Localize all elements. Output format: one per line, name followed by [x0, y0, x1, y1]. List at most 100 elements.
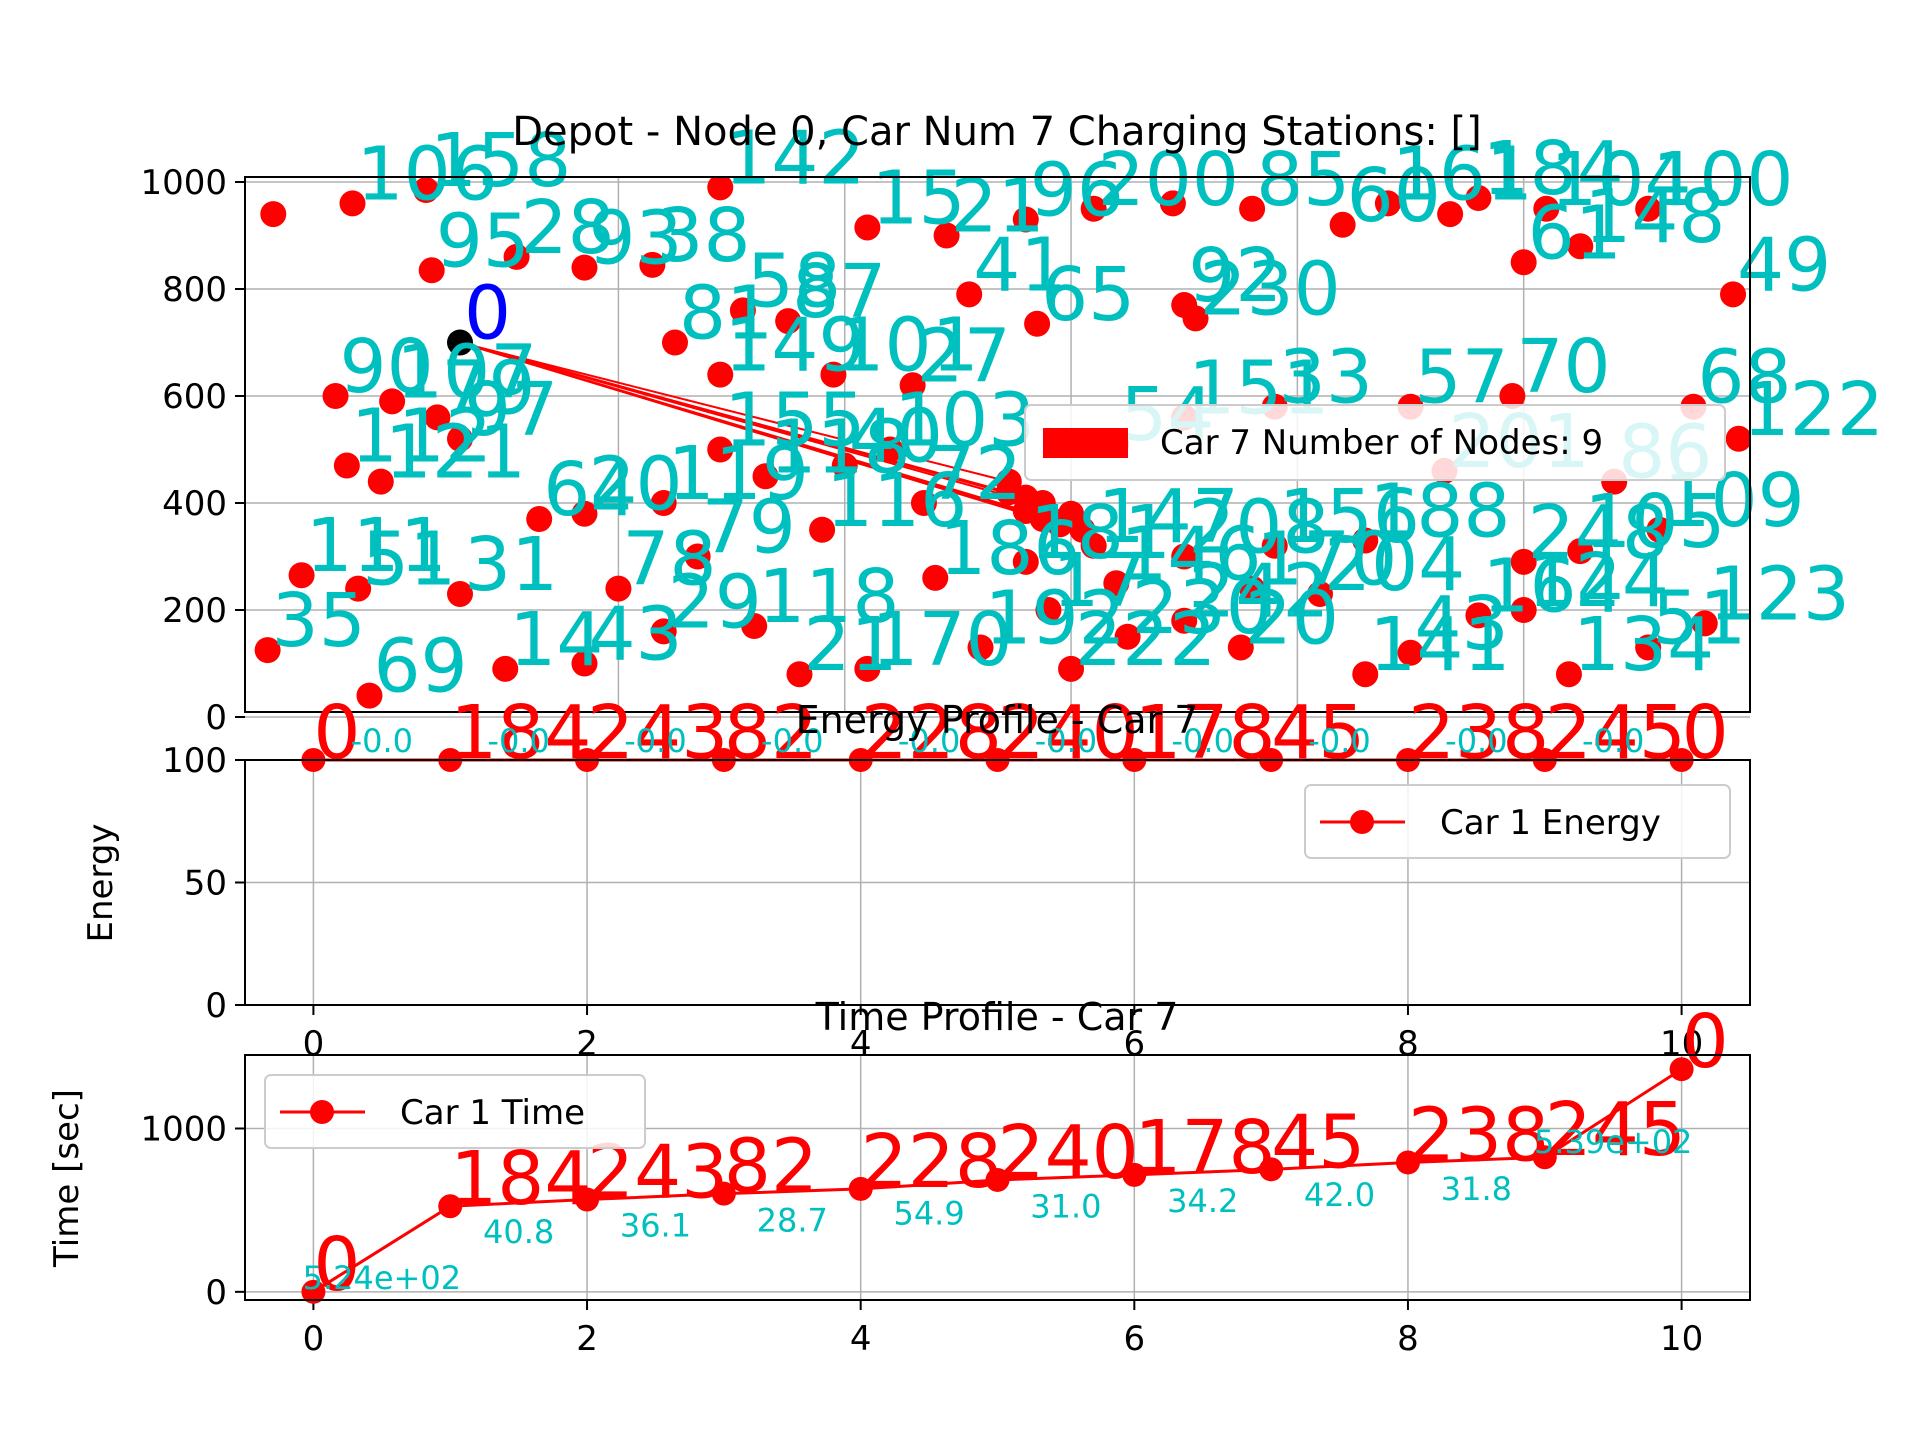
node-label: 158: [430, 118, 571, 204]
p3-x-tick-label: 4: [850, 1319, 872, 1359]
node-label: 20: [1245, 575, 1339, 661]
node-marker: [447, 425, 473, 452]
p3-node-label: 0: [313, 1222, 360, 1308]
node-marker: [1635, 195, 1662, 222]
node-label: 170: [1256, 517, 1397, 603]
time-legend-marker: [310, 1100, 334, 1124]
node-label: 242: [1188, 549, 1329, 635]
node-label: 92: [1188, 233, 1282, 319]
node-marker: [1080, 195, 1107, 222]
node-label: 161: [1392, 131, 1533, 217]
p3-segment-label: 31.0: [1030, 1187, 1101, 1225]
node-marker: [1465, 602, 1492, 629]
node-label: 85: [1256, 137, 1350, 223]
map-y-ticks: 0 200 400 600 800 1000: [140, 163, 245, 738]
node-marker: [639, 251, 666, 278]
node-label: 28: [521, 185, 615, 271]
p2-segment-label: -0.0: [351, 722, 413, 760]
node-label: 204: [1324, 522, 1465, 608]
p2-segment-label: -0.0: [1172, 722, 1234, 760]
node-marker: [1725, 425, 1750, 452]
node-marker: [571, 650, 598, 677]
node-label: 43: [1415, 581, 1509, 667]
node-label: 96: [1030, 147, 1124, 233]
node-marker: [809, 516, 836, 543]
node-label: 147: [1098, 474, 1239, 560]
node-marker: [1499, 383, 1526, 409]
p3-point: [1122, 1162, 1147, 1187]
node-label: 69: [373, 624, 467, 710]
node-marker: [1239, 195, 1266, 222]
map-y-tick-label: 400: [162, 484, 227, 524]
p3-point: [848, 1176, 873, 1201]
node-marker: [1567, 538, 1594, 565]
p2-node-label: 178: [1134, 690, 1275, 776]
map-title: Depot - Node 0, Car Num 7 Charging Stati…: [512, 109, 1481, 155]
node-label: 104: [1550, 137, 1691, 223]
p3-point: [1669, 1057, 1694, 1082]
node-marker: [1012, 548, 1039, 575]
p3-segment-label: 28.7: [757, 1201, 828, 1239]
depot-marker: [447, 329, 473, 356]
p3-point: [575, 1187, 600, 1212]
node-marker: [1239, 575, 1266, 602]
node-marker: [1533, 195, 1560, 222]
node-marker: [526, 506, 553, 533]
time-axes-frame: [244, 1054, 1751, 1301]
node-marker: [684, 543, 711, 570]
node-label: 118: [770, 404, 911, 490]
node-marker: [1397, 639, 1424, 666]
node-marker: [345, 575, 372, 602]
map-y-tick-label: 600: [162, 377, 227, 417]
map-legend: Car 7 Number of Nodes: 9: [1024, 404, 1726, 481]
node-label: 21: [803, 602, 897, 688]
node-label: 124: [1528, 538, 1669, 624]
p3-node-label: 184: [450, 1136, 591, 1222]
node-label: 186: [939, 506, 1080, 592]
route-line: [459, 341, 1072, 515]
p3-node-label: 45: [1271, 1099, 1365, 1185]
energy-axes-frame: [244, 759, 1751, 1006]
node-marker: [418, 257, 445, 284]
node-label: 148: [1584, 174, 1725, 260]
node-marker: [854, 214, 881, 241]
p3-segment-label: 5.39e+02: [1534, 1123, 1692, 1161]
energy-legend: Car 1 Energy: [1304, 784, 1731, 859]
node-label: 170: [871, 597, 1012, 683]
node-label: 248: [1528, 490, 1669, 576]
p3-segment-label: 42.0: [1304, 1176, 1375, 1214]
p2-node-label: 45: [1271, 690, 1365, 776]
node-marker: [1035, 597, 1062, 623]
p2-node-label: 0: [1682, 690, 1729, 776]
node-marker: [1374, 190, 1401, 217]
node-marker: [899, 372, 926, 399]
node-marker: [254, 637, 281, 664]
p2-y-tick-label: 0: [205, 986, 227, 1026]
node-label: 155: [724, 378, 865, 464]
node-label: 146: [1120, 511, 1261, 597]
node-label: 116: [826, 458, 967, 544]
map-y-tick-label: 800: [162, 270, 227, 310]
node-marker: [662, 329, 688, 356]
node-marker: [910, 490, 937, 516]
node-marker: [1510, 548, 1537, 575]
p3-point: [1395, 1150, 1420, 1175]
node-label: 49: [1737, 222, 1831, 308]
node-label: 58: [747, 238, 841, 324]
p3-segment-label: 40.8: [483, 1213, 554, 1251]
node-marker: [503, 243, 530, 270]
node-label: 17: [1052, 538, 1146, 624]
node-marker: [922, 564, 949, 591]
node-marker: [729, 297, 756, 324]
energy-legend-marker: [1350, 810, 1374, 834]
node-label: 192: [985, 575, 1126, 661]
node-label: 72: [928, 431, 1022, 517]
p3-node-label: 245: [1545, 1087, 1686, 1173]
node-marker: [650, 618, 677, 645]
route-line: [459, 341, 1010, 483]
node-label: 60: [1347, 153, 1441, 239]
node-label: 51: [1652, 575, 1746, 661]
